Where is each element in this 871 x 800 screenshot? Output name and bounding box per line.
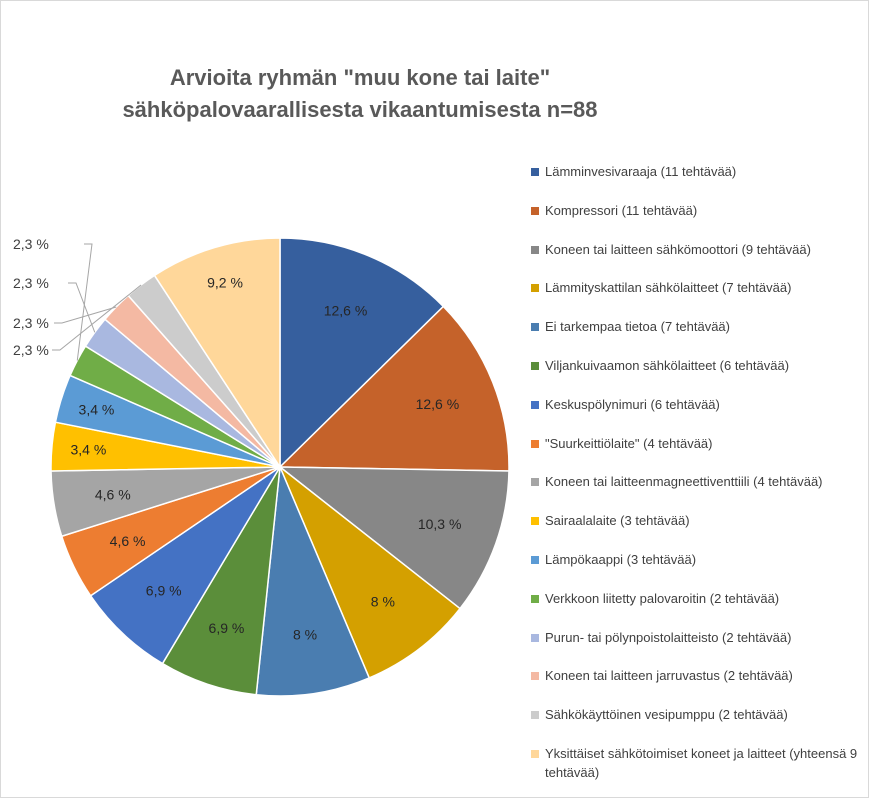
legend-label: Yksittäiset sähkötoimiset koneet ja lait… [545, 746, 858, 780]
legend-label: Lämpökaappi (3 tehtävää) [545, 552, 697, 567]
legend-label: Lämmityskattilan sähkölaitteet (7 tehtäv… [545, 280, 792, 296]
slice-data-label: 2,3 % [13, 236, 49, 252]
legend-item: Viljankuivaamon sähkölaitteet (6 tehtävä… [531, 356, 866, 375]
legend-label: Sähkökäyttöinen vesipumppu (2 tehtävää) [545, 707, 788, 723]
leader-line [54, 306, 117, 324]
legend-item: Kompressori (11 tehtävää) [531, 201, 866, 220]
slice-data-label: 4,6 % [110, 533, 146, 549]
leader-line [68, 282, 96, 333]
slice-data-label: 6,9 % [209, 620, 245, 636]
slice-data-label: 2,3 % [13, 275, 49, 291]
legend-swatch [531, 323, 539, 332]
legend-swatch [531, 633, 539, 642]
pie-slice [279, 237, 445, 469]
legend-item: "Suurkeittiölaite" (4 tehtävää) [531, 434, 866, 453]
legend-item: Lämminvesivaraaja (11 tehtävää) [531, 162, 866, 181]
slice-data-label: 8 % [293, 627, 317, 643]
legend-label: Viljankuivaamon sähkölaitteet (6 tehtävä… [545, 358, 790, 373]
slice-data-label: 6,9 % [146, 582, 182, 598]
legend-swatch [531, 206, 539, 215]
legend-swatch [531, 439, 539, 448]
legend-item: Lämmityskattilan sähkölaitteet (7 tehtäv… [531, 278, 866, 297]
slice-data-label: 2,3 % [13, 315, 49, 331]
legend-item: Koneen tai laitteen jarruvastus (2 tehtä… [531, 666, 866, 685]
slice-data-label: 12,6 % [324, 303, 368, 319]
legend-label: Purun- tai pölynpoistolaitteisto (2 teht… [545, 629, 792, 645]
legend-label: Koneen tai laitteen jarruvastus (2 tehtä… [545, 668, 793, 684]
pie-slice [153, 237, 281, 470]
pie-slice [277, 466, 510, 610]
pie-slice [278, 305, 510, 472]
chart-title: Arvioita ryhmän "muu kone tai laite" säh… [60, 62, 660, 126]
leader-line [76, 243, 93, 361]
legend-label: Verkkoon liitetty palovaroitin (2 tehtäv… [545, 590, 780, 606]
legend-item: Lämpökaappi (3 tehtävää) [531, 550, 866, 569]
legend-item: Yksittäiset sähkötoimiset koneet ja lait… [531, 744, 866, 782]
chart-title-line-2: sähköpalovaarallisesta vikaantumisesta n… [122, 97, 598, 122]
legend-label: Koneen tai laitteenmagneettiventtiili (4… [545, 474, 823, 490]
leader-line [52, 284, 142, 351]
legend-swatch [531, 284, 539, 293]
legend-item: Verkkoon liitetty palovaroitin (2 tehtäv… [531, 589, 866, 608]
legend-swatch [531, 478, 539, 487]
slice-data-label: 10,3 % [418, 516, 462, 532]
slice-data-label: 2,3 % [13, 342, 49, 358]
pie-slice [255, 466, 371, 697]
legend-label: Sairaalalaite (3 tehtävää) [545, 513, 690, 529]
chart-title-line-1: Arvioita ryhmän "muu kone tai laite" [169, 65, 551, 90]
legend-item: Sairaalalaite (3 tehtävää) [531, 511, 866, 530]
legend-swatch [531, 517, 539, 526]
legend-item: Ei tarkempaa tietoa (7 tehtävää) [531, 317, 866, 336]
slice-data-label: 8 % [371, 594, 395, 610]
legend-swatch [531, 711, 539, 720]
legend-swatch [531, 400, 539, 409]
legend-swatch [531, 594, 539, 603]
legend-label: "Suurkeittiölaite" (4 tehtävää) [545, 435, 713, 451]
legend-label: Ei tarkempaa tietoa (7 tehtävää) [545, 319, 730, 335]
legend-swatch [531, 672, 539, 681]
legend-swatch [531, 556, 539, 564]
legend-swatch [531, 168, 539, 176]
slice-data-label: 9,2 % [207, 275, 243, 291]
legend-item: Koneen tai laitteen sähkömoottori (9 teh… [531, 240, 866, 259]
legend-item: Purun- tai pölynpoistolaitteisto (2 teht… [531, 628, 866, 647]
legend-swatch [531, 362, 539, 370]
legend-label: Kompressori (11 tehtävää) [545, 202, 698, 218]
legend-swatch [531, 750, 539, 758]
slice-data-label: 3,4 % [71, 442, 107, 458]
pie-slice [279, 466, 462, 679]
slice-data-label: 12,6 % [416, 396, 460, 412]
legend-swatch [531, 245, 539, 254]
slice-data-label: 3,4 % [79, 401, 115, 417]
legend-item: Sähkökäyttöinen vesipumppu (2 tehtävää) [531, 705, 866, 724]
legend-item: Keskuspölynimuri (6 tehtävää) [531, 395, 866, 414]
legend-item: Koneen tai laitteenmagneettiventtiili (4… [531, 472, 866, 491]
legend-label: Lämminvesivaraaja (11 tehtävää) [545, 164, 737, 179]
slice-data-label: 4,6 % [95, 486, 131, 502]
legend-label: Koneen tai laitteen sähkömoottori (9 teh… [545, 241, 811, 257]
legend-label: Keskuspölynimuri (6 tehtävää) [545, 396, 720, 412]
